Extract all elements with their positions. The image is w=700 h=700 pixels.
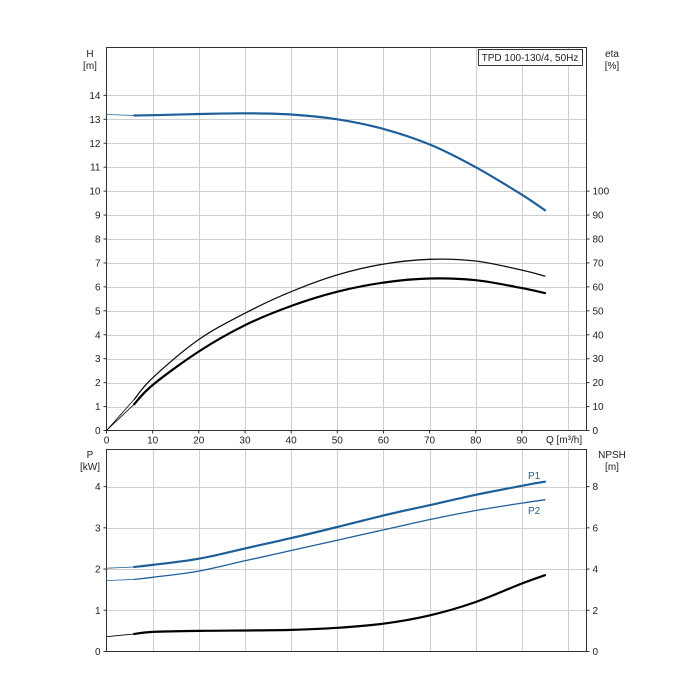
top-series-2-extension [106,399,135,431]
top-series-2-line [133,258,546,401]
right-tick-label: 70 [593,258,605,269]
top-series-1-line [133,112,547,212]
left-tick-label: 2 [95,378,101,389]
bottom-panel-tick-labels: 0 1 2 3 4 0 2 4 6 8 [95,482,599,658]
bottom-series-p2-line [133,499,546,581]
right-tick-label: 0 [593,647,599,658]
top-right-axis-label: eta [605,49,619,60]
bottom-panel-frame [106,449,587,652]
left-tick-label: 7 [95,258,101,269]
left-tick-label: 4 [95,482,101,493]
top-series-3-line [133,277,547,406]
left-tick-label: 11 [90,163,101,174]
x-tick-label: 40 [286,436,298,447]
bottom-left-axis-label: P [87,450,94,461]
left-tick-label: 0 [95,426,101,437]
top-left-axis-label: H [86,49,93,60]
top-series-3-extension [106,403,135,431]
right-tick-label: 10 [593,402,605,413]
x-tick-label: 10 [147,436,159,447]
right-tick-label: 50 [593,306,605,317]
x-tick-label: 80 [470,436,482,447]
chart-title-box [478,49,583,66]
left-tick-label: 1 [95,402,101,413]
bottom-series-3-extension [106,633,135,638]
x-tick-label: 30 [239,436,251,447]
left-tick-label: 0 [95,647,101,658]
series-label-p1: P1 [528,471,541,482]
x-tick-label: 0 [104,436,110,447]
right-tick-label: 40 [593,330,605,341]
right-tick-label: 100 [593,187,610,198]
top-panel-tick-labels: 0123456789101112131401020304050607080901… [89,91,609,447]
right-tick-label: 8 [593,482,599,493]
left-tick-label: 8 [95,235,101,246]
series-label-p2: P2 [528,506,541,517]
left-tick-label: 5 [95,306,101,317]
x-tick-label: 70 [424,436,436,447]
right-tick-label: 20 [593,378,605,389]
top-panel-curves [106,112,547,431]
chart-title: TPD 100-130/4, 50Hz [482,53,579,64]
left-tick-label: 12 [89,139,101,150]
x-axis-label: Q [m³/h] [546,435,582,446]
x-tick-label: 50 [332,436,344,447]
top-left-axis-unit: [m] [83,61,97,72]
x-tick-label: 60 [378,436,390,447]
left-tick-label: 3 [95,354,101,365]
right-tick-label: 60 [593,282,605,293]
bottom-series-3-line [133,574,547,636]
right-tick-label: 6 [593,523,599,534]
x-tick-label: 20 [193,436,205,447]
left-tick-label: 6 [95,282,101,293]
right-tick-label: 4 [593,565,599,576]
bottom-series-p1-line [133,480,547,569]
left-tick-label: 3 [95,523,101,534]
right-tick-label: 2 [593,606,599,617]
left-tick-label: 2 [95,565,101,576]
right-tick-label: 30 [593,354,605,365]
left-tick-label: 14 [89,91,101,102]
left-tick-label: 10 [89,187,101,198]
bottom-left-axis-unit: [kW] [80,462,100,473]
right-tick-label: 0 [593,426,599,437]
right-tick-label: 90 [593,211,605,222]
bottom-panel-curves [106,480,547,638]
left-tick-label: 13 [89,115,101,126]
bottom-right-axis-label: NPSH [598,450,626,461]
top-right-axis-unit: [%] [605,61,620,72]
left-tick-label: 9 [95,211,101,222]
bottom-series-p2-extension [106,579,135,581]
bottom-panel-grid [106,449,587,652]
top-series-1-extension [106,114,135,116]
bottom-series-p1-extension [106,566,135,569]
top-panel-grid [106,47,587,431]
right-tick-label: 80 [593,235,605,246]
left-tick-label: 4 [95,330,101,341]
bottom-right-axis-unit: [m] [605,462,619,473]
x-tick-label: 90 [516,436,528,447]
left-tick-label: 1 [95,606,101,617]
